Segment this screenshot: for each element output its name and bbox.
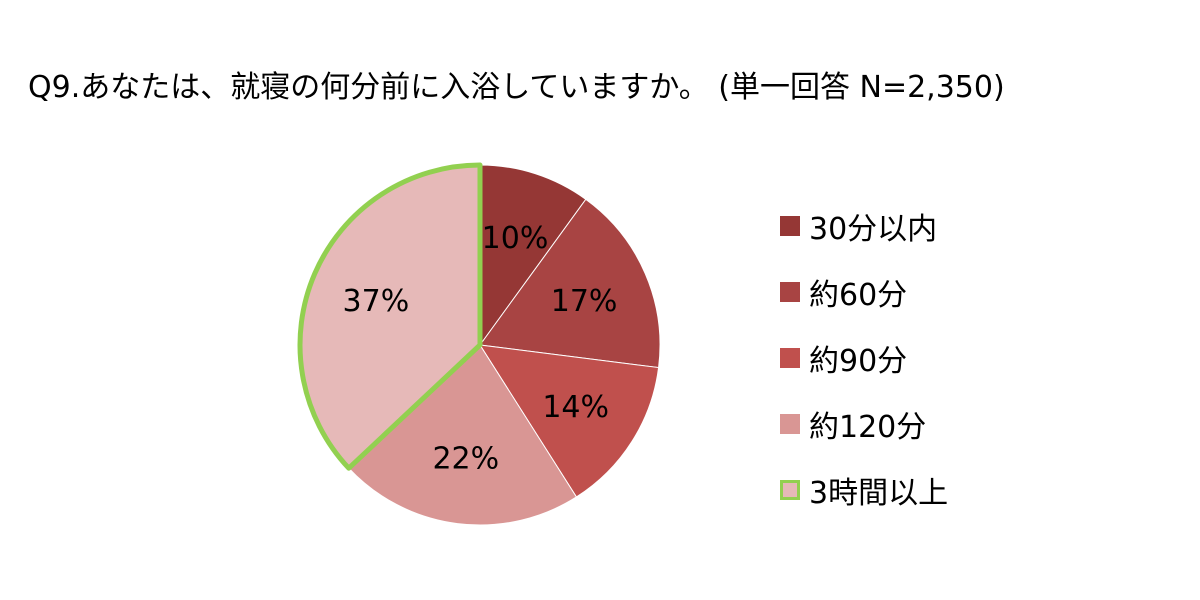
slice-label-5: 37% xyxy=(343,284,410,319)
pie-slice-3 xyxy=(479,344,660,498)
legend-item-4: 約120分 xyxy=(780,391,948,457)
pie-slice-4 xyxy=(348,344,578,526)
chart-title: Q9.あなたは、就寝の何分前に入浴していますか。 (単一回答 N=2,350) xyxy=(28,70,1005,105)
legend-label-1: 30分以内 xyxy=(809,212,938,247)
legend-item-3: 約90分 xyxy=(780,325,948,391)
legend-label-5: 3時間以上 xyxy=(809,476,949,511)
slice-label-3: 14% xyxy=(542,390,609,425)
legend-swatch-2 xyxy=(780,282,800,302)
legend-item-5: 3時間以上 xyxy=(780,457,948,523)
legend-swatch-4 xyxy=(780,414,800,434)
legend-label-4: 約120分 xyxy=(809,410,927,445)
legend-swatch-3 xyxy=(780,348,800,368)
legend: 30分以内約60分約90分約120分 3時間以上 xyxy=(780,193,948,523)
legend-label-2: 約60分 xyxy=(809,278,908,313)
slice-label-1: 10% xyxy=(482,221,549,256)
legend-swatch-1 xyxy=(780,216,800,236)
pie-slice-1 xyxy=(479,164,587,347)
slice-label-2: 17% xyxy=(551,284,618,319)
legend-swatch-5 xyxy=(780,480,800,500)
legend-item-2: 約60分 xyxy=(780,259,948,325)
pie-slice-highlight-border xyxy=(297,162,483,471)
pie-slice-2 xyxy=(479,198,661,369)
slice-label-4: 22% xyxy=(432,442,499,477)
legend-label-3: 約90分 xyxy=(809,344,908,379)
legend-item-1: 30分以内 xyxy=(780,193,948,259)
